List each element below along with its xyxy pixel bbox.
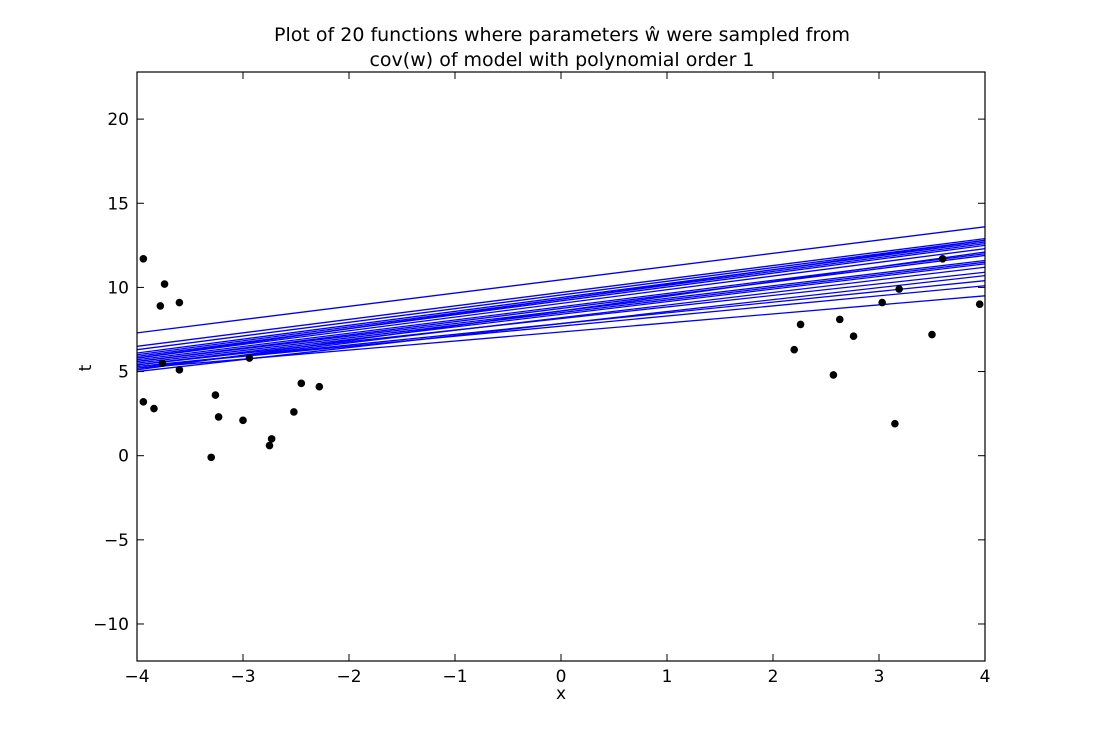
data-point-3 [150,404,158,413]
y-tick-label: 20 [107,110,129,130]
sampled-function-line-19 [137,251,985,371]
data-point-19 [790,345,798,354]
sampled-function-line-3 [137,239,985,351]
x-tick-label: −3 [230,667,255,687]
x-axis: −4 −3 −2 −1 0 1 2 3 4 [124,72,990,687]
sampled-function-line-13 [137,263,985,366]
data-point-20 [796,320,805,329]
sampled-function-line-18 [137,266,985,369]
y-tick-label: 15 [107,194,129,214]
x-tick-label: 1 [662,667,673,687]
sampled-function-line-6 [137,244,985,358]
x-tick-label: −2 [336,667,361,687]
y-axis-label: t [76,364,96,371]
x-tick-label: 0 [556,667,567,687]
data-point-23 [849,332,858,341]
data-point-11 [214,413,223,421]
data-point-13 [245,354,254,362]
plot-frame [136,71,986,662]
data-point-6 [160,280,169,288]
data-point-1 [139,254,148,263]
chart-title-line-1: Plot of 20 functions where parameters ŵ … [274,24,850,46]
data-point-2 [139,398,148,406]
y-tick-label: 10 [107,278,129,298]
x-axis-label: x [556,684,566,704]
data-point-27 [928,330,936,339]
x-tick-label: −1 [442,667,467,687]
data-point-4 [156,302,165,310]
chart-title-line-2: cov(w) of model with polynomial order 1 [369,49,754,71]
y-axis: −10 −5 0 5 10 15 20 [93,110,985,635]
sampled-function-line-12 [137,261,985,364]
data-point-12 [239,416,247,425]
data-point-5 [158,359,167,367]
sampled-function-line-1 [137,226,985,334]
data-point-15 [267,435,276,443]
x-tick-label: 2 [768,667,779,687]
sampled-function-line-2 [137,237,985,347]
x-tick-label: −4 [124,667,149,687]
sampled-function-line-8 [137,248,985,359]
y-tick-label: 5 [118,363,129,383]
data-point-16 [290,408,298,416]
sampled-function-line-7 [137,239,985,359]
data-point-10 [211,391,220,399]
data-point-21 [829,371,838,379]
data-point-7 [175,298,184,307]
sampled-function-line-16 [137,285,985,368]
data-point-22 [835,315,844,324]
data-point-28 [938,254,947,263]
y-tick-label: −5 [104,531,129,551]
y-tick-label: 0 [118,447,129,467]
data-point-9 [207,453,215,462]
data-point-26 [895,285,903,293]
sampled-function-line-10 [137,254,985,363]
sampled-function-line-14 [137,271,985,366]
data-point-24 [878,298,886,307]
data-point-29 [975,300,984,309]
data-point-18 [315,382,324,391]
x-tick-label: 3 [874,667,885,687]
sampled-function-line-20 [137,274,985,373]
data-point-25 [891,419,899,428]
data-point-14 [265,441,274,450]
y-tick-label: −10 [93,615,129,635]
data-point-8 [175,366,184,374]
data-point-17 [297,379,306,388]
plot-area [137,226,985,462]
x-tick-label: 4 [980,667,991,687]
